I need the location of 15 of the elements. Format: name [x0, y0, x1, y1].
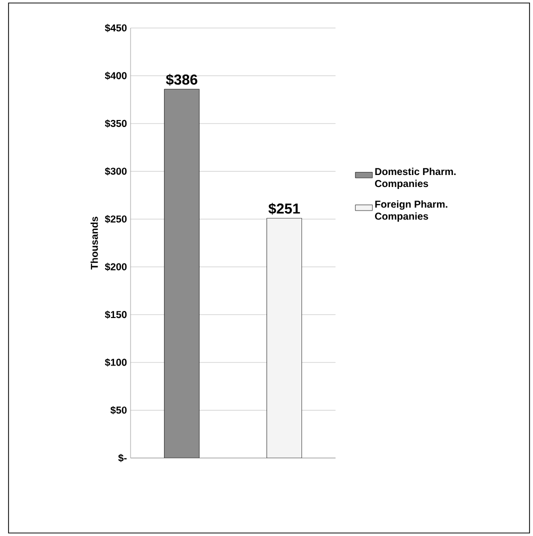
data-label: $386	[166, 74, 198, 86]
y-tick-label: $-	[118, 454, 127, 462]
y-tick-label: $350	[105, 119, 127, 128]
y-tick-label: $300	[105, 167, 127, 176]
data-label: $251	[268, 202, 300, 215]
legend-label: Domestic Pharm. Companies	[375, 168, 456, 190]
y-tick-label: $400	[105, 72, 127, 80]
y-axis-title: Thousands	[90, 216, 98, 270]
y-tick-label: $150	[105, 310, 127, 319]
y-tick-label: $450	[105, 24, 127, 32]
legend-label: Foreign Pharm. Companies	[375, 200, 448, 222]
y-tick-label: $50	[110, 406, 127, 414]
y-tick-label: $200	[105, 262, 127, 271]
y-tick-label: $100	[105, 358, 127, 367]
y-tick-label: $250	[105, 215, 127, 224]
